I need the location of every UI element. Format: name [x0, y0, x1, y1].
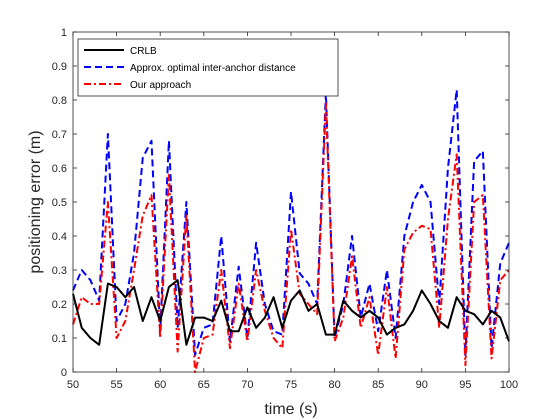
- y-tick-label: 0.9: [52, 61, 67, 73]
- series-line-approx-optimal-inter-anchor-distance: [72, 88, 510, 356]
- legend-label: Approx. optimal inter-anchor distance: [130, 63, 296, 74]
- y-axis-label: positioning error (m): [27, 130, 44, 273]
- x-tick-label: 90: [416, 379, 428, 391]
- y-tick-label: 0.2: [52, 299, 67, 311]
- x-tick-label: 60: [154, 379, 166, 391]
- series-line-crlb: [72, 279, 510, 346]
- x-tick-label: 75: [285, 379, 297, 391]
- x-tick-label: 80: [328, 379, 340, 391]
- x-tick-label: 55: [110, 379, 122, 391]
- y-tick-label: 0.4: [52, 231, 67, 243]
- x-tick-label: 85: [372, 379, 384, 391]
- legend-label: CRLB: [130, 46, 157, 57]
- x-tick-label: 100: [500, 379, 518, 391]
- y-tick-label: 0.7: [52, 129, 67, 141]
- series-line-our-approach: [72, 102, 510, 373]
- y-tick-label: 0.5: [52, 197, 67, 209]
- y-tick-label: 0: [61, 367, 67, 379]
- x-axis-label: time (s): [264, 401, 317, 418]
- y-tick-label: 1: [61, 27, 67, 39]
- y-tick-label: 0.3: [52, 265, 67, 277]
- y-tick-label: 0.8: [52, 95, 67, 107]
- x-tick-label: 95: [459, 379, 471, 391]
- x-tick-label: 50: [67, 379, 79, 391]
- x-tick-label: 70: [241, 379, 253, 391]
- legend-label: Our approach: [130, 80, 191, 91]
- y-tick-label: 0.1: [52, 333, 67, 345]
- series-layer: [72, 88, 510, 373]
- y-tick-label: 0.6: [52, 163, 67, 175]
- x-tick-label: 65: [198, 379, 210, 391]
- legend: CRLB Approx. optimal inter-anchor distanc…: [77, 38, 339, 97]
- ticks-layer: 50 55 60 65 70 75 80 85 90 95 100 0 0.1 0.2 0.3 0.4 0.5 0…: [52, 27, 518, 391]
